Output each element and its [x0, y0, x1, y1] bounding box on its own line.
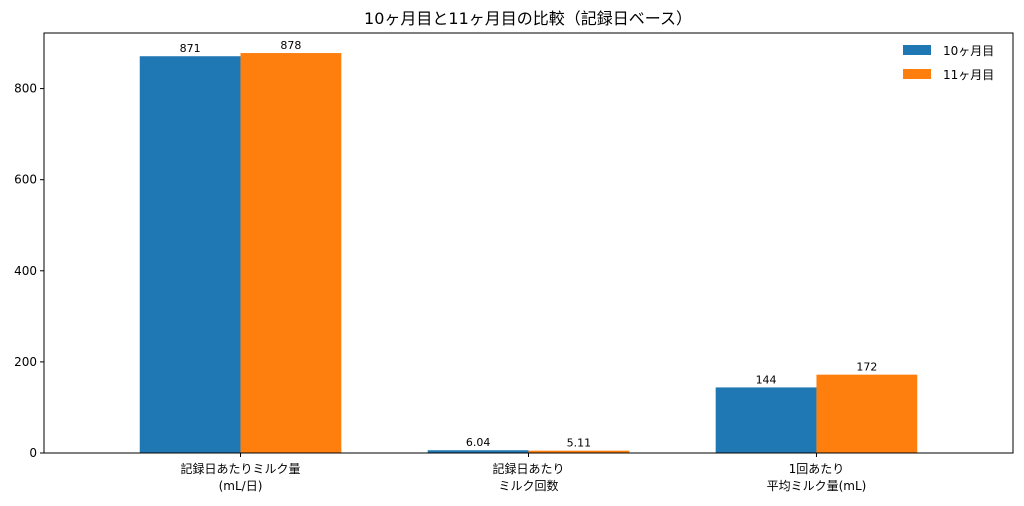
data-label: 144 [756, 373, 777, 386]
data-labels: 871 878 6.04 5.11 144 172 [180, 39, 878, 450]
bar-series1-cat3 [715, 387, 817, 453]
x-tick-label: ミルク回数 [498, 478, 558, 493]
chart-title: 10ヶ月目と11ヶ月目の比較（記録日ベース） [364, 9, 692, 28]
plot-frame [43, 32, 1014, 454]
bar-series1-cat1 [139, 56, 241, 453]
data-label: 5.11 [567, 437, 592, 450]
legend-swatch [903, 45, 931, 55]
data-label: 6.04 [466, 436, 491, 449]
y-tick-label: 800 [14, 82, 37, 96]
legend: 10ヶ月目 11ヶ月目 [903, 44, 994, 82]
legend-label: 10ヶ月目 [943, 44, 994, 58]
bar-series2-cat3 [816, 374, 918, 453]
legend-swatch [903, 69, 931, 79]
bars [139, 53, 918, 453]
x-tick-label: 1回あたり [789, 462, 845, 476]
bar-series1-cat2 [427, 450, 529, 453]
x-tick-label: (mL/日) [219, 479, 263, 493]
bar-series2-cat2 [528, 450, 630, 453]
y-tick-label: 600 [14, 173, 37, 187]
x-tick-label: 記録日あたり [492, 461, 564, 476]
y-tick-label: 200 [14, 355, 37, 369]
bar-series2-cat1 [240, 53, 342, 453]
legend-label: 11ヶ月目 [943, 68, 994, 82]
data-label: 172 [856, 361, 877, 374]
y-tick-label: 400 [14, 264, 37, 278]
y-tick-label: 0 [29, 446, 37, 460]
data-label: 871 [180, 42, 201, 55]
x-tick-label: 記録日あたりミルク量 [181, 461, 301, 476]
data-label: 878 [280, 39, 301, 52]
x-tick-label: 平均ミルク量(mL) [767, 479, 867, 493]
